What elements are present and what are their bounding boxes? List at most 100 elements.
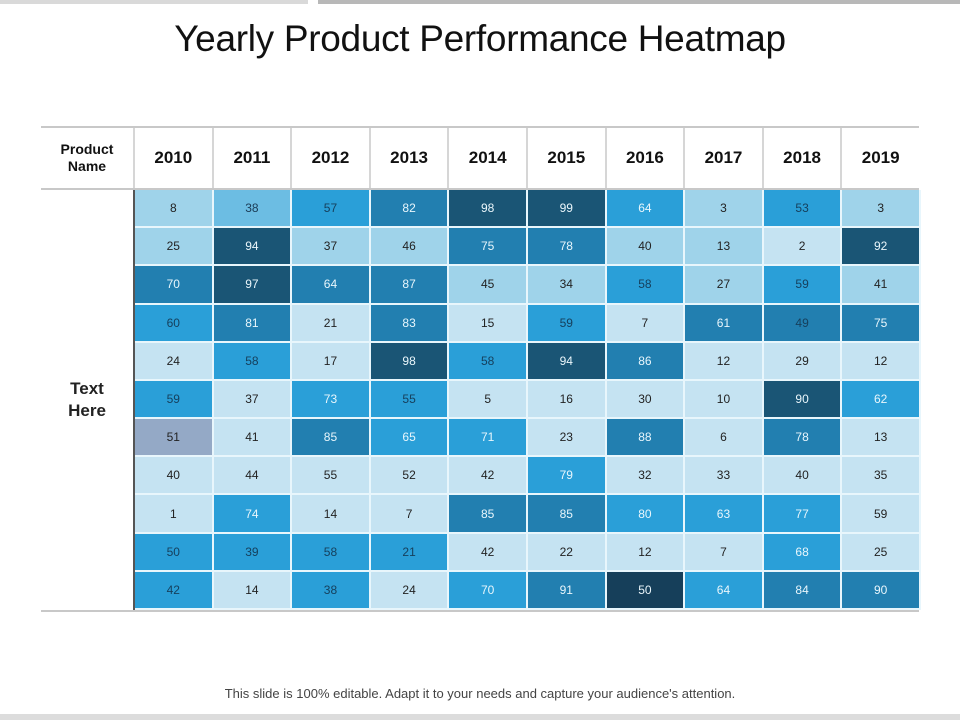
heatmap-cell: 78 bbox=[528, 228, 607, 267]
heatmap-cell-value: 58 bbox=[323, 544, 338, 559]
heatmap-cell-value: 64 bbox=[323, 277, 338, 292]
heatmap-cell-value: 41 bbox=[874, 277, 888, 292]
heatmap-cell-value: 46 bbox=[402, 239, 416, 254]
heatmap-cell-value: 13 bbox=[716, 239, 731, 254]
heatmap-cell-value: 24 bbox=[402, 582, 416, 597]
heatmap-cell-value: 58 bbox=[638, 277, 652, 292]
heatmap-cell: 32 bbox=[606, 457, 686, 496]
heatmap-cell-value: 16 bbox=[559, 391, 573, 406]
product-name-header: Product Name bbox=[60, 141, 114, 174]
heatmap-cell: 6 bbox=[685, 419, 764, 458]
heatmap-cell: 3 bbox=[685, 190, 764, 229]
heatmap-table: Product Name 2010 2011 2012 2013 2014 2015 2016… bbox=[41, 126, 921, 616]
heatmap-cell: 37 bbox=[292, 228, 371, 267]
heatmap-cell-value: 82 bbox=[402, 201, 416, 216]
heatmap-cell: 44 bbox=[213, 457, 293, 496]
heatmap-cell-value: 12 bbox=[716, 353, 731, 368]
heatmap-cell-value: 60 bbox=[166, 315, 180, 330]
heatmap-cell: 77 bbox=[763, 495, 843, 534]
heatmap-cell-value: 38 bbox=[245, 201, 259, 216]
heatmap-cell-value: 12 bbox=[638, 544, 652, 559]
heatmap-cell: 22 bbox=[528, 533, 607, 572]
heatmap-cell-value: 92 bbox=[874, 239, 888, 254]
heatmap-cell: 1 bbox=[135, 495, 214, 534]
heatmap-cell-value: 5 bbox=[484, 391, 492, 406]
heatmap-cell-value: 40 bbox=[795, 468, 809, 483]
heatmap-cell: 94 bbox=[213, 228, 293, 267]
heatmap-cell: 52 bbox=[370, 457, 450, 496]
heatmap-cell: 58 bbox=[606, 266, 686, 305]
heatmap-cell-value: 75 bbox=[481, 239, 495, 254]
heatmap-cell: 51 bbox=[135, 419, 214, 458]
top-decor-bar-right bbox=[318, 0, 960, 4]
slide-title: Yearly Product Performance Heatmap bbox=[174, 18, 786, 59]
row-group-label-text: Text Here bbox=[68, 379, 106, 420]
table-top-rule bbox=[41, 126, 919, 128]
column-header-2011: 2011 bbox=[211, 128, 291, 188]
heatmap-cell-value: 25 bbox=[874, 544, 888, 559]
heatmap-cell: 17 bbox=[292, 342, 371, 381]
heatmap-cell-value: 70 bbox=[166, 277, 180, 292]
heatmap-cell-value: 14 bbox=[245, 582, 259, 597]
heatmap-cell: 60 bbox=[135, 304, 214, 343]
heatmap-cell-value: 81 bbox=[245, 315, 259, 330]
heatmap-cell: 85 bbox=[449, 495, 528, 534]
heatmap-cell: 59 bbox=[135, 380, 214, 420]
heatmap-cell: 21 bbox=[370, 533, 450, 572]
heatmap-cell: 12 bbox=[685, 342, 764, 381]
heatmap-cell-value: 57 bbox=[323, 201, 338, 216]
heatmap-cell-value: 53 bbox=[795, 201, 809, 216]
heatmap-cell: 38 bbox=[213, 190, 293, 229]
heatmap-cell-value: 17 bbox=[323, 353, 338, 368]
heatmap-cell-value: 25 bbox=[166, 239, 180, 254]
heatmap-cell-value: 59 bbox=[874, 506, 888, 521]
heatmap-cell: 23 bbox=[528, 419, 607, 458]
top-decor-bar-left bbox=[0, 0, 308, 4]
heatmap-cell-value: 73 bbox=[323, 391, 338, 406]
heatmap-cell: 75 bbox=[449, 228, 528, 267]
heatmap-cell: 12 bbox=[606, 533, 686, 572]
heatmap-cell: 14 bbox=[292, 495, 371, 534]
heatmap-cell-value: 42 bbox=[481, 468, 495, 483]
heatmap-cell: 29 bbox=[763, 342, 843, 381]
heatmap-cell: 64 bbox=[292, 266, 371, 305]
row-group-label: Text Here bbox=[41, 190, 133, 610]
heatmap-cell: 85 bbox=[292, 419, 371, 458]
heatmap-cell: 63 bbox=[685, 495, 764, 534]
heatmap-cell: 7 bbox=[685, 533, 764, 572]
heatmap-cell: 25 bbox=[842, 533, 921, 572]
heatmap-cell-value: 64 bbox=[716, 582, 731, 597]
heatmap-cell-value: 7 bbox=[641, 315, 649, 330]
heatmap-cell-value: 33 bbox=[716, 468, 731, 483]
heatmap-cell: 62 bbox=[842, 380, 921, 420]
heatmap-cell: 45 bbox=[449, 266, 528, 305]
heatmap-cell: 59 bbox=[842, 495, 921, 534]
heatmap-cell-value: 97 bbox=[245, 277, 259, 292]
heatmap-cell: 61 bbox=[685, 304, 764, 343]
heatmap-cell: 85 bbox=[528, 495, 607, 534]
heatmap-cell: 58 bbox=[213, 342, 293, 381]
heatmap-cell: 88 bbox=[606, 419, 686, 458]
heatmap-cell: 98 bbox=[370, 342, 450, 381]
heatmap-cell-value: 8 bbox=[169, 201, 177, 216]
heatmap-cell-value: 3 bbox=[720, 201, 727, 216]
heatmap-cell-value: 58 bbox=[481, 353, 495, 368]
heatmap-cell-value: 86 bbox=[638, 353, 652, 368]
heatmap-cell: 27 bbox=[685, 266, 764, 305]
heatmap-cell-value: 37 bbox=[245, 391, 259, 406]
heatmap-cell: 98 bbox=[449, 190, 528, 229]
heatmap-cell: 40 bbox=[606, 228, 686, 267]
heatmap-cell-value: 27 bbox=[716, 277, 731, 292]
heatmap-cell: 97 bbox=[213, 266, 293, 305]
heatmap-cell: 24 bbox=[370, 571, 450, 610]
heatmap-cell: 40 bbox=[763, 457, 843, 496]
heatmap-cell: 30 bbox=[606, 380, 686, 420]
heatmap-cell-value: 24 bbox=[166, 353, 180, 368]
heatmap-cell-value: 59 bbox=[795, 277, 809, 292]
heatmap-cell-value: 21 bbox=[323, 315, 338, 330]
heatmap-cell: 75 bbox=[842, 304, 921, 343]
heatmap-cell-value: 75 bbox=[874, 315, 888, 330]
heatmap-cell-value: 51 bbox=[166, 430, 180, 445]
heatmap-cell: 71 bbox=[449, 419, 528, 458]
heatmap-cell-value: 80 bbox=[638, 506, 652, 521]
